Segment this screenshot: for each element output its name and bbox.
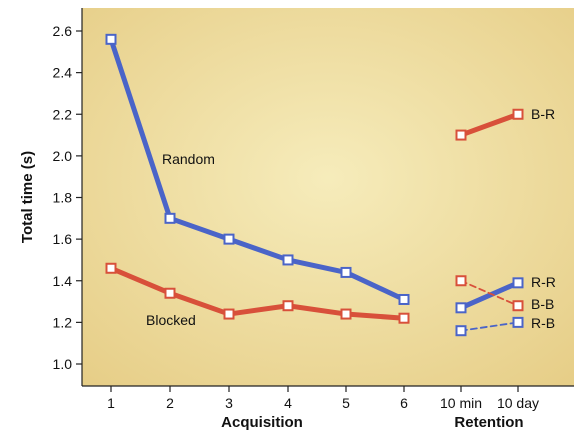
data-point-blocked (398, 312, 410, 324)
data-point-blocked (340, 308, 352, 320)
data-point-r-b (512, 316, 524, 328)
x-tick-label: 6 (400, 395, 408, 411)
y-tick-label: 1.2 (53, 314, 73, 330)
series-label-r-r: R-R (531, 274, 556, 290)
series-label-b-r: B-R (531, 106, 555, 122)
y-axis-title: Total time (s) (19, 151, 36, 243)
x-tick-label: 1 (107, 395, 115, 411)
x-tick-label: 5 (342, 395, 350, 411)
data-point-b-r (455, 129, 467, 141)
y-axis: 1.0 1.2 1.4 1.6 1.8 2.0 2.2 2.4 2.6 (53, 8, 83, 386)
x-tick-label: 4 (284, 395, 292, 411)
x-tick-label: 2 (166, 395, 174, 411)
data-point-blocked (282, 300, 294, 312)
y-tick-label: 2.6 (53, 23, 73, 39)
series-line-b-b (460, 279, 519, 307)
series-line-random (108, 36, 407, 302)
data-point-b-b (455, 275, 467, 287)
data-point-blocked (223, 308, 235, 320)
y-tick-label: 2.2 (53, 106, 73, 122)
x-tick-label: 3 (225, 395, 233, 411)
series-label-random: Random (162, 151, 215, 167)
data-point-r-r (455, 302, 467, 314)
series-line-r-b (460, 321, 519, 332)
data-point-random (340, 266, 352, 278)
data-point-random (105, 33, 117, 45)
series-labels: Random Blocked B-R R-R B-B R-B (146, 106, 556, 331)
x-axis: 1 2 3 4 5 6 10 min 10 day (82, 385, 574, 411)
y-tick-label: 1.0 (53, 356, 73, 372)
series-line-r-r (458, 280, 521, 311)
data-point-blocked (164, 287, 176, 299)
data-point-random (282, 254, 294, 266)
data-point-b-b (512, 300, 524, 312)
series-markers (105, 33, 524, 337)
data-point-random (398, 293, 410, 305)
y-tick-label: 1.4 (53, 273, 73, 289)
data-point-random (164, 212, 176, 224)
x-tick-label: 10 day (497, 395, 539, 411)
data-point-r-r (512, 277, 524, 289)
series-lines (108, 36, 521, 332)
x-tick-label: 10 min (440, 395, 482, 411)
x-group-label-retention: Retention (454, 414, 523, 431)
x-group-label-acquisition: Acquisition (221, 414, 303, 431)
plot-area (82, 8, 574, 386)
y-tick-label: 1.6 (53, 231, 73, 247)
y-tick-label: 2.4 (53, 65, 73, 81)
series-label-r-b: R-B (531, 315, 555, 331)
series-line-blocked (108, 265, 407, 321)
series-line-b-r (458, 111, 521, 138)
series-label-b-b: B-B (531, 296, 554, 312)
data-point-blocked (105, 262, 117, 274)
series-label-blocked: Blocked (146, 312, 196, 328)
data-point-random (223, 233, 235, 245)
data-point-r-b (455, 325, 467, 337)
y-tick-label: 1.8 (53, 190, 73, 206)
data-point-b-r (512, 108, 524, 120)
y-tick-label: 2.0 (53, 148, 73, 164)
